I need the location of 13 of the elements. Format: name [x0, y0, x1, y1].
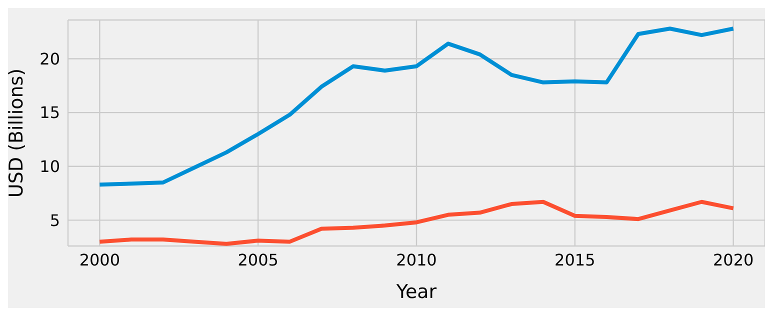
y-tick-label: 20	[40, 49, 60, 68]
x-axis-title: Year	[395, 281, 437, 303]
x-tick-label: 2020	[712, 250, 754, 270]
y-tick-label: 10	[40, 157, 60, 176]
line-series	[98, 200, 736, 246]
x-tick-label: 2005	[238, 250, 278, 270]
y-tick-label: 15	[40, 103, 60, 122]
y-tick-label: 5	[50, 210, 60, 230]
x-tick-label: 2015	[554, 250, 596, 270]
x-tick-label: 2000	[79, 250, 120, 270]
line-series	[98, 26, 736, 187]
y-axis-title: USD (Billions)	[6, 68, 28, 198]
x-tick-label: 2010	[396, 250, 437, 270]
